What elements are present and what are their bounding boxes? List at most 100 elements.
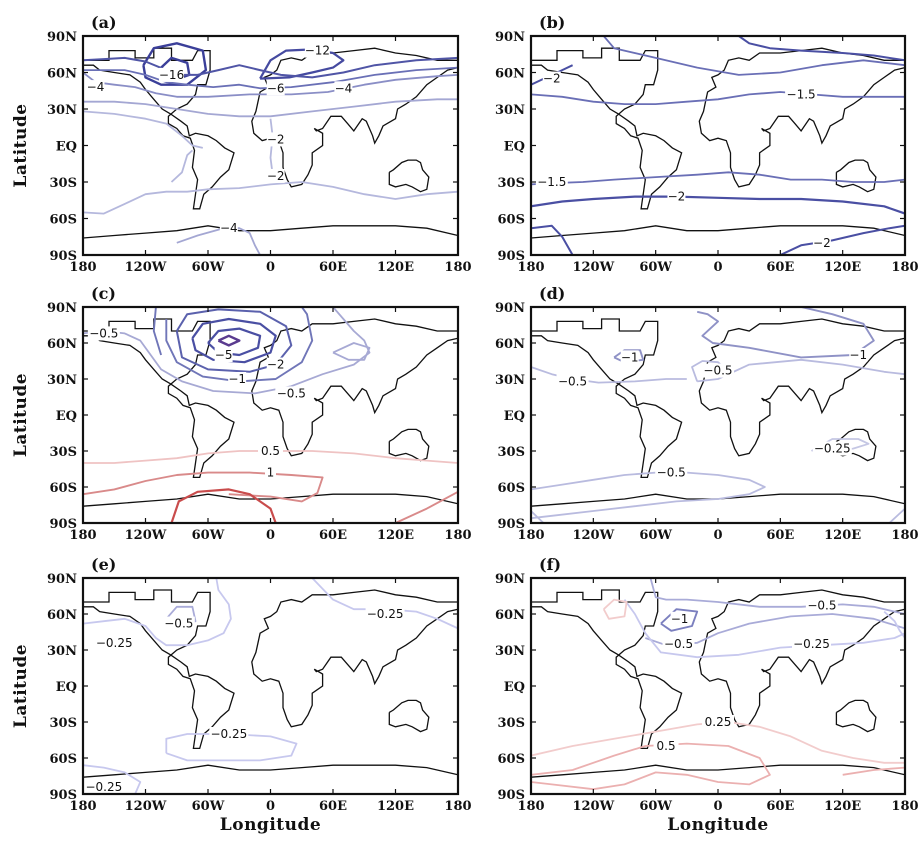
contour-line: [531, 171, 905, 186]
contour-line: [217, 334, 241, 347]
y-tick-label: 30S: [50, 716, 77, 731]
contour-line: [779, 224, 905, 255]
x-tick-label: 180: [891, 799, 918, 814]
panel-label: (c): [91, 284, 116, 303]
contour-label: −16: [159, 68, 184, 82]
y-axis-title: Latitude: [11, 103, 31, 187]
x-tick-label: 180: [444, 528, 471, 543]
contour-label-bg: [275, 386, 308, 401]
contour-label-bg: [86, 80, 105, 95]
contour-line: [531, 721, 905, 764]
panel-1: −16−12−6−4 −4−2−2−490N60N30NEQ30S60S90S18…: [11, 13, 472, 275]
y-tick-label: 30N: [495, 103, 525, 118]
contour-label: −1: [228, 372, 246, 386]
contour-label-bg: [792, 637, 831, 651]
contour-line: [83, 56, 458, 79]
contour-line: [883, 610, 905, 639]
x-tick-label: 180: [517, 528, 544, 543]
x-tick-label: 120W: [125, 528, 167, 543]
y-tick-label: 30N: [47, 644, 77, 659]
y-tick-label: 90N: [47, 30, 77, 45]
contour-label-bg: [265, 465, 276, 480]
contour-line: [649, 578, 905, 615]
coastline-1: [83, 589, 235, 750]
x-tick-label: 120W: [572, 799, 614, 814]
contour-line: [697, 358, 905, 383]
contour-line: [738, 36, 905, 62]
y-tick-label: EQ: [56, 140, 77, 155]
y-tick-label: 60N: [495, 337, 525, 352]
coastline-4: [531, 493, 905, 507]
contour-label-bg: [620, 350, 639, 365]
coastline-1: [83, 318, 235, 479]
x-tick-label: 0: [713, 528, 722, 543]
y-tick-label: 90S: [498, 788, 525, 803]
plot-frame: [529, 305, 907, 525]
x-axis-title: Longitude: [667, 815, 768, 835]
contour-label: −6: [267, 81, 285, 95]
coastline-2: [251, 589, 458, 728]
contour-label: −4: [335, 81, 353, 95]
x-axis-title: Longitude: [220, 815, 321, 835]
coastline-3: [835, 159, 877, 193]
contour-label: −0.25: [793, 637, 830, 651]
x-tick-label: 180: [69, 260, 96, 275]
contour-label: −2: [267, 132, 285, 146]
x-tick-label: 120E: [377, 799, 414, 814]
contour-label: −0.5: [664, 637, 693, 651]
contour-label: −0.5: [807, 599, 836, 613]
y-tick-label: EQ: [504, 680, 525, 695]
y-tick-label: 60S: [50, 213, 77, 228]
panel-label: (f): [539, 555, 561, 574]
coastline-4: [531, 225, 905, 239]
contour-line: [531, 510, 545, 523]
contour-label: −0.5: [558, 374, 587, 388]
contour-label: −0.25: [96, 636, 133, 650]
contour-label-bg: [94, 635, 134, 650]
contour-label: 0.5: [657, 739, 676, 753]
y-tick-label: 60N: [47, 337, 77, 352]
contour-line: [142, 42, 208, 86]
y-tick-label: 60N: [495, 608, 525, 623]
x-tick-label: 0: [713, 260, 722, 275]
x-tick-label: 60W: [639, 260, 672, 275]
contour-line: [191, 317, 277, 364]
contour-label: −1.5: [537, 175, 566, 189]
x-tick-label: 60E: [319, 260, 347, 275]
coastline-3: [388, 428, 430, 462]
y-tick-label: 90N: [47, 301, 77, 316]
contour-label-bg: [219, 221, 238, 236]
contour-line: [83, 98, 458, 118]
y-tick-label: 60S: [498, 481, 525, 496]
contour-label-bg: [670, 611, 689, 626]
y-tick-label: 60N: [495, 67, 525, 82]
contour-label-bg: [662, 637, 695, 651]
x-tick-label: 120W: [572, 260, 614, 275]
contour-line: [83, 71, 458, 98]
panel-3: −5−2−1−0.5−0.50.5190N60N30NEQ30S60S90S18…: [11, 284, 472, 543]
y-tick-label: 90N: [495, 572, 525, 587]
contour-label-bg: [849, 348, 868, 362]
contour-label: 0.5: [261, 444, 280, 458]
contour-line: [842, 766, 905, 776]
y-tick-label: EQ: [504, 409, 525, 424]
contour-label: −0.25: [85, 780, 122, 794]
contour-line: [332, 342, 371, 361]
y-tick-label: 30N: [47, 103, 77, 118]
plot-frame: [529, 576, 907, 796]
contour-line: [259, 48, 345, 80]
contour-line: [531, 742, 771, 791]
contour-label: −1: [849, 348, 867, 362]
y-tick-label: 90N: [47, 572, 77, 587]
coastline-2: [251, 318, 458, 457]
x-tick-label: 60W: [192, 528, 225, 543]
contour-label: 1: [267, 466, 275, 480]
contour-label: −0.25: [367, 607, 404, 621]
contour-label-bg: [365, 607, 405, 621]
contour-label: −0.5: [164, 617, 193, 631]
y-tick-label: 30S: [50, 176, 77, 191]
contour-label-bg: [266, 81, 285, 96]
x-tick-label: 120E: [824, 260, 861, 275]
y-tick-label: 30N: [495, 373, 525, 388]
